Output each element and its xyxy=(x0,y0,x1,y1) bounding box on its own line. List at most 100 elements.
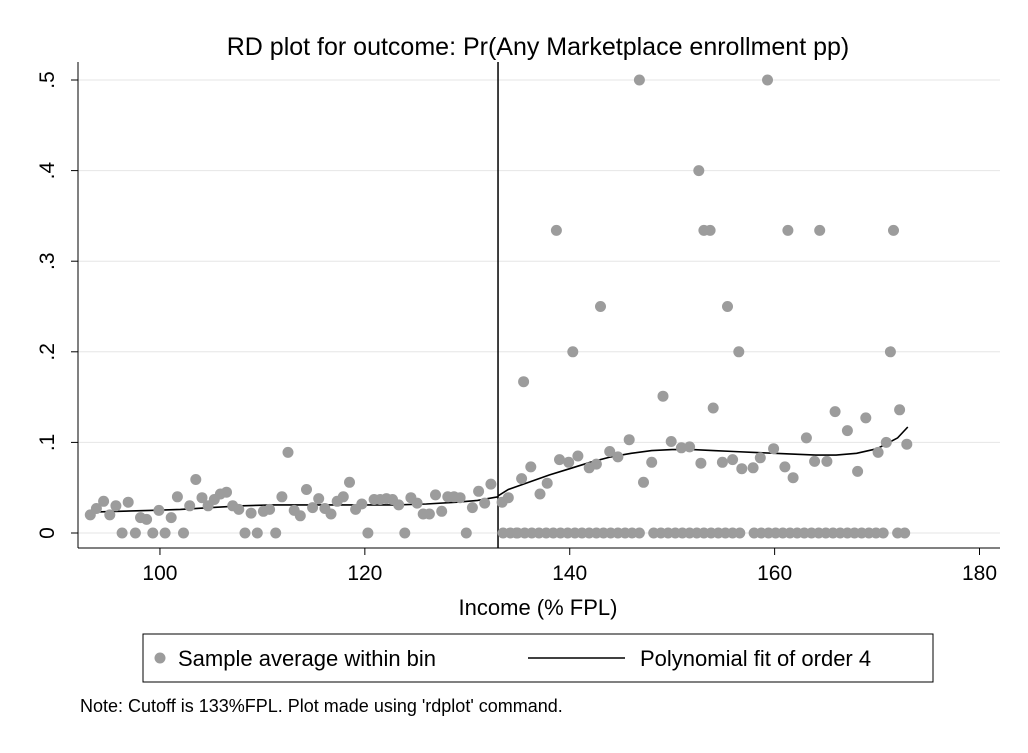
bin-average-point xyxy=(399,527,411,539)
legend-label-polynomial-fit: Polynomial fit of order 4 xyxy=(640,646,871,671)
bin-average-point xyxy=(122,496,134,508)
bin-average-point xyxy=(466,502,478,514)
bin-average-point xyxy=(270,527,282,539)
bin-average-point xyxy=(344,476,355,488)
chart-title: RD plot for outcome: Pr(Any Marketplace … xyxy=(227,33,849,61)
bin-average-point xyxy=(502,492,514,504)
bin-average-point xyxy=(301,484,312,495)
bin-average-point xyxy=(693,165,705,177)
bin-average-point xyxy=(734,527,746,539)
bin-average-point xyxy=(473,485,485,497)
scatter-points xyxy=(84,74,913,539)
y-tick-label: .2 xyxy=(36,343,59,361)
bin-average-point xyxy=(782,224,794,236)
bin-average-point xyxy=(814,224,826,236)
bin-average-point xyxy=(276,491,288,503)
bin-average-point xyxy=(233,503,245,515)
bin-average-point xyxy=(110,500,122,512)
bin-average-point xyxy=(821,455,833,467)
bin-average-point xyxy=(337,491,349,503)
bin-average-point xyxy=(590,458,602,470)
bin-average-point xyxy=(221,486,232,498)
bin-average-point xyxy=(454,492,466,504)
bin-average-point xyxy=(264,503,276,515)
y-tick-label: .1 xyxy=(36,434,59,452)
bin-average-point xyxy=(633,527,645,539)
bin-average-point xyxy=(411,497,423,509)
bin-average-point xyxy=(722,301,733,312)
bin-average-point xyxy=(294,510,306,522)
bin-average-point xyxy=(516,473,528,485)
bin-average-point xyxy=(727,454,739,466)
bin-average-point xyxy=(829,406,841,418)
bin-average-point xyxy=(768,443,780,455)
bin-average-point xyxy=(695,457,707,469)
x-tick-label: 100 xyxy=(142,562,177,585)
bin-average-point xyxy=(563,456,575,468)
bin-average-point xyxy=(612,451,624,463)
bin-average-point xyxy=(423,508,435,520)
bin-average-point xyxy=(159,527,171,539)
bin-average-point xyxy=(638,476,649,488)
bin-average-point xyxy=(430,489,441,501)
bin-average-point xyxy=(665,436,677,447)
bin-average-point xyxy=(733,346,745,358)
bin-average-point xyxy=(809,455,821,467)
bin-average-point xyxy=(888,224,899,236)
bin-average-point xyxy=(554,454,565,466)
bin-average-point xyxy=(872,446,884,458)
x-tick-label: 160 xyxy=(757,562,792,585)
bin-average-point xyxy=(518,376,530,388)
bin-average-point xyxy=(707,402,719,414)
bin-average-point xyxy=(153,504,165,516)
y-tick-label: .3 xyxy=(36,252,59,270)
bin-average-point xyxy=(633,74,645,86)
bin-average-point xyxy=(747,462,759,474)
gridlines xyxy=(78,79,1000,534)
bin-average-point xyxy=(165,512,177,524)
bin-average-point xyxy=(178,527,189,539)
bin-average-point xyxy=(595,301,606,312)
bin-average-point xyxy=(541,477,553,489)
bin-average-point xyxy=(147,527,159,539)
bin-average-point xyxy=(675,442,687,454)
bin-average-point xyxy=(116,527,128,539)
bin-average-point xyxy=(704,224,716,236)
bin-average-point xyxy=(880,436,892,448)
bin-average-point xyxy=(800,432,812,444)
bin-average-point xyxy=(129,527,141,539)
bin-average-point xyxy=(313,493,325,505)
bin-average-point xyxy=(877,527,889,539)
y-tick-label: 0 xyxy=(36,527,59,539)
x-tick-label: 140 xyxy=(552,562,587,585)
bin-average-point xyxy=(525,461,537,473)
bin-average-point xyxy=(550,224,562,236)
bin-average-point xyxy=(362,527,374,539)
bin-average-point xyxy=(479,497,491,509)
legend-marker-bin-average xyxy=(154,652,166,664)
bin-average-point xyxy=(104,509,116,521)
bin-average-point xyxy=(325,508,337,520)
bin-average-point xyxy=(282,446,294,458)
bin-average-point xyxy=(787,472,799,484)
bin-average-point xyxy=(485,478,497,490)
bin-average-point xyxy=(356,498,368,510)
bin-average-point xyxy=(436,505,448,517)
x-tick-label: 120 xyxy=(347,562,382,585)
bin-average-point xyxy=(251,527,263,539)
bin-average-point xyxy=(736,463,748,475)
bin-average-point xyxy=(657,390,669,402)
bin-average-point xyxy=(841,425,853,437)
bin-average-point xyxy=(245,507,257,519)
bin-average-point xyxy=(852,465,864,477)
fit-line-right xyxy=(497,426,909,497)
bin-average-point xyxy=(534,488,546,500)
bin-average-point xyxy=(899,527,911,539)
legend-label-bin-average: Sample average within bin xyxy=(178,646,436,671)
x-axis-label: Income (% FPL) xyxy=(459,595,618,620)
bin-average-point xyxy=(884,346,896,358)
bin-average-point xyxy=(762,74,773,86)
